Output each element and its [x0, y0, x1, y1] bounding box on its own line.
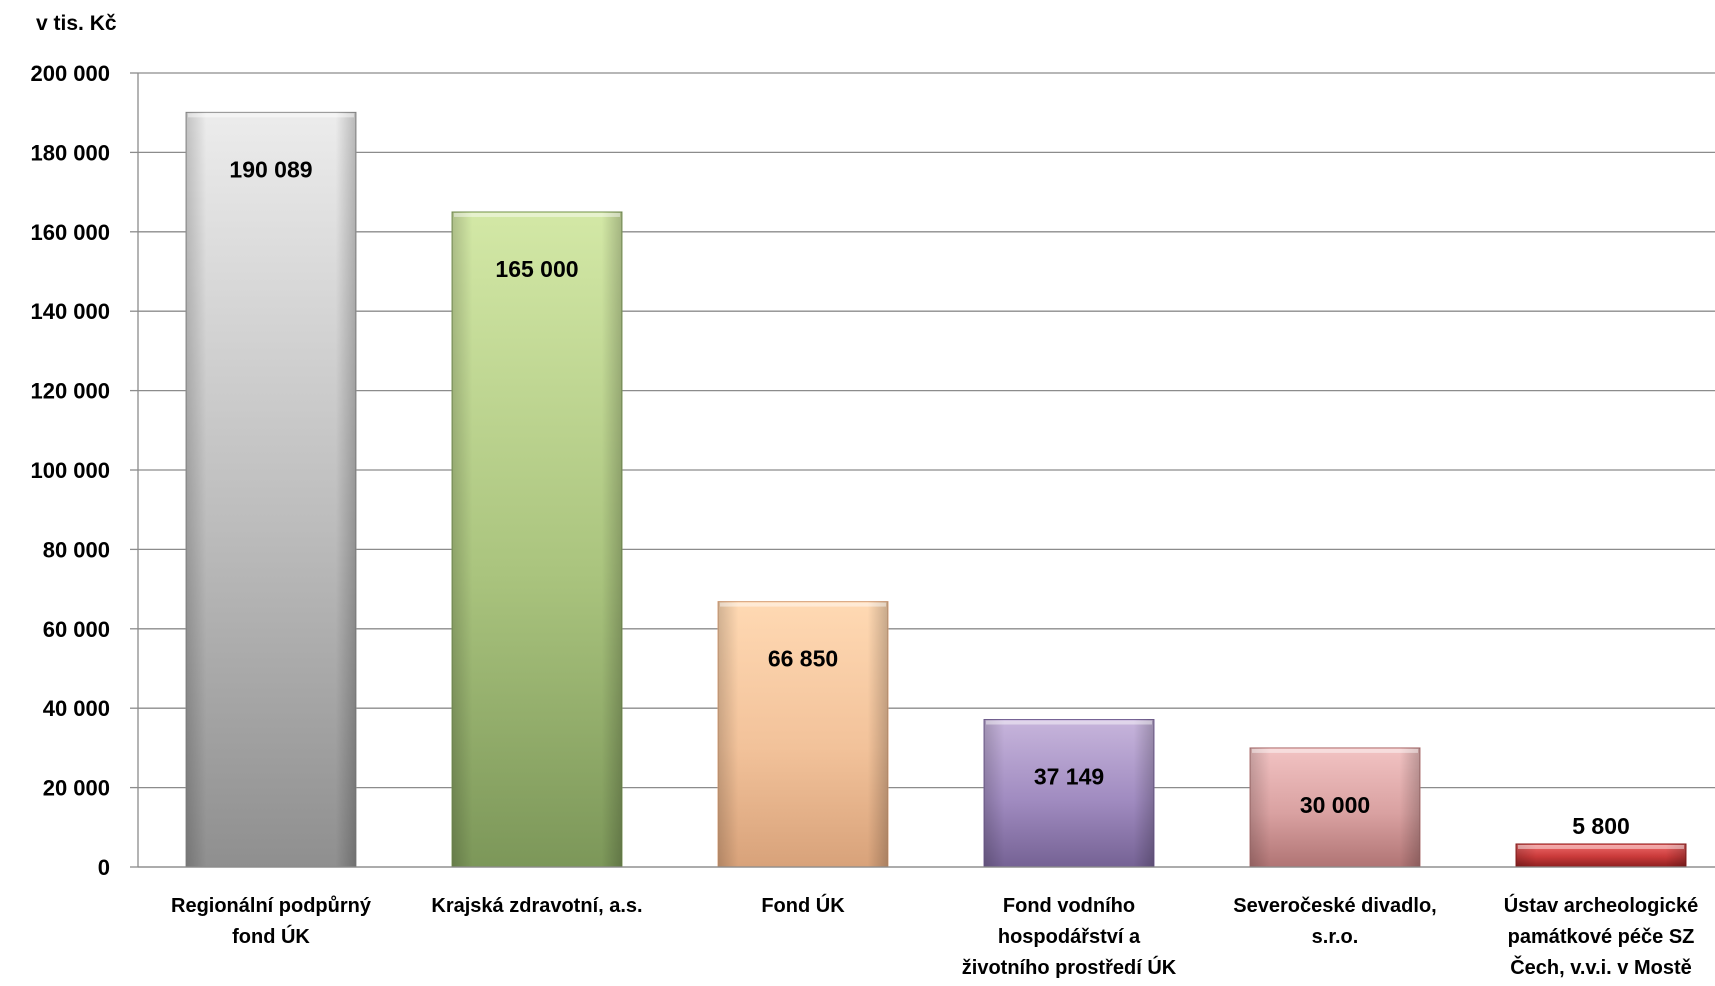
y-tick-label: 140 000: [30, 299, 110, 324]
x-category-label: Ústav archeologické památkové péče SZ Čech…: [1504, 893, 1699, 979]
bar-top-highlight: [720, 602, 886, 607]
y-tick-label: 40 000: [43, 696, 110, 721]
bar-top-highlight: [188, 113, 354, 118]
axes: [130, 72, 1715, 868]
bar-bevel-shade: [452, 211, 622, 867]
bar-value-label: 66 850: [768, 646, 838, 672]
y-axis-unit-label: v tis. Kč: [36, 12, 117, 35]
bar-value-label: 190 089: [229, 156, 312, 182]
x-category-label: Fond ÚK: [761, 893, 845, 917]
bars: [185, 111, 1687, 868]
x-category-label: Fond vodního hospodářství a životního pros…: [962, 895, 1177, 979]
bar-bevel-shade: [1250, 747, 1420, 867]
y-tick-label: 0: [98, 855, 110, 880]
labels: v tis. Kč 0 20 000 40 000 60 000 80 000 100 0…: [30, 12, 1698, 979]
bar-bevel-shade: [984, 719, 1154, 867]
gridlines: [138, 72, 1715, 868]
y-tick-label: 180 000: [30, 140, 110, 165]
bar-bevel-shade: [718, 601, 888, 867]
bar-top-highlight: [454, 212, 620, 217]
bar-value-label: 165 000: [495, 256, 578, 282]
y-tick-label: 120 000: [30, 379, 110, 404]
x-category-label: Krajská zdravotní, a.s.: [431, 895, 642, 917]
x-category-label: Regionální podpůrný fond ÚK: [171, 895, 372, 948]
y-tick-label: 200 000: [30, 61, 110, 86]
bar-bevel-shade: [186, 112, 356, 867]
bar-top-highlight: [986, 720, 1152, 725]
bar-bevel-shade: [1516, 843, 1686, 867]
bar-value-label: 30 000: [1300, 792, 1370, 818]
bar-value-label: 5 800: [1572, 813, 1630, 839]
y-tick-label: 160 000: [30, 220, 110, 245]
bar-top-highlight: [1518, 844, 1684, 849]
y-tick-label: 100 000: [30, 458, 110, 483]
bar-top-highlight: [1252, 748, 1418, 753]
y-tick-label: 80 000: [43, 537, 110, 562]
bar-value-label: 37 149: [1034, 764, 1104, 790]
y-tick-label: 60 000: [43, 617, 110, 642]
x-category-label: Severočeské divadlo, s.r.o.: [1233, 895, 1436, 948]
y-tick-label: 20 000: [43, 776, 110, 801]
